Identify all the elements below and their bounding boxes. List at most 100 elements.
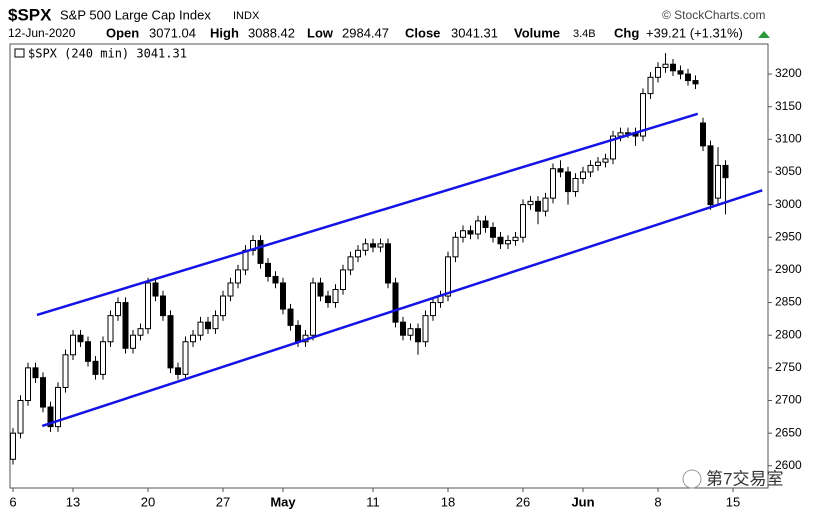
candle-body xyxy=(587,164,594,173)
x-tick-label: May xyxy=(270,494,296,509)
candle-body xyxy=(160,295,166,317)
candle-body xyxy=(62,354,69,388)
candle-body xyxy=(482,220,489,228)
x-tick-label: 11 xyxy=(366,494,380,509)
candle-body xyxy=(32,367,39,379)
candle-body xyxy=(647,76,654,95)
x-tick-label: 20 xyxy=(141,494,155,509)
candle-body xyxy=(617,132,624,137)
candle-body xyxy=(512,236,519,242)
candle-body xyxy=(190,334,196,343)
low-label: Low xyxy=(307,25,334,40)
chg: +39.21 (+1.31%) xyxy=(646,25,743,40)
x-tick-label: 13 xyxy=(66,494,80,509)
y-tick-label: 2950 xyxy=(775,229,802,243)
y-tick-label: 3100 xyxy=(775,132,802,146)
candle-body xyxy=(535,200,541,212)
candle-body xyxy=(452,236,459,258)
candle-body xyxy=(550,168,556,199)
candle-body xyxy=(557,168,564,173)
candle-body xyxy=(182,341,189,375)
candle-body xyxy=(265,262,271,277)
candle-body xyxy=(17,400,24,434)
candle-body xyxy=(407,328,414,336)
candle-body xyxy=(445,256,451,297)
candle-body xyxy=(122,302,129,349)
candle-body xyxy=(77,334,84,343)
candle-body xyxy=(520,204,526,238)
candle-body xyxy=(347,256,354,271)
candle-body xyxy=(670,63,676,72)
volume: 3.4B xyxy=(573,28,596,40)
candle-body xyxy=(235,269,241,284)
high: 3088.42 xyxy=(248,25,295,40)
candle-body xyxy=(692,80,699,85)
candle-body xyxy=(152,282,159,297)
candle-body xyxy=(205,321,211,330)
y-tick-label: 3200 xyxy=(775,66,802,80)
x-tick-label: 8 xyxy=(654,494,661,509)
date: 12-Jun-2020 xyxy=(8,26,76,40)
candle-body xyxy=(595,161,601,166)
candle-body xyxy=(580,171,586,180)
candle-body xyxy=(167,315,174,369)
legend: $SPX (240 min) 3041.31 xyxy=(28,47,187,61)
candle-body xyxy=(527,200,534,206)
candle-body xyxy=(40,377,46,408)
candle-body xyxy=(707,145,714,206)
candle-body xyxy=(280,282,286,310)
candle-body xyxy=(85,341,91,362)
index-name: S&P 500 Large Cap Index xyxy=(60,7,211,22)
candle-body xyxy=(685,73,691,82)
legend-swatch xyxy=(14,48,25,58)
wechat-icon xyxy=(682,469,702,489)
candle-body xyxy=(700,122,706,147)
close: 3041.31 xyxy=(451,25,498,40)
y-tick-label: 2750 xyxy=(775,360,802,374)
candle-body xyxy=(430,302,436,317)
volume-label: Volume xyxy=(514,25,560,40)
candle-body xyxy=(272,275,279,284)
chg-label: Chg xyxy=(614,25,639,40)
y-tick-label: 2850 xyxy=(775,295,802,309)
x-tick-label: 26 xyxy=(516,494,530,509)
high-label: High xyxy=(210,25,239,40)
candle-body xyxy=(100,341,106,375)
candle-body xyxy=(505,240,511,245)
candle-body xyxy=(362,243,369,251)
candle-body xyxy=(602,158,609,163)
candle-body xyxy=(370,243,376,248)
low: 2984.47 xyxy=(342,25,389,40)
candle-body xyxy=(115,302,121,317)
candle-body xyxy=(542,197,549,212)
candle-body xyxy=(475,220,481,235)
candle-body xyxy=(310,282,316,336)
y-tick-label: 2600 xyxy=(775,458,802,472)
trendline xyxy=(41,189,763,428)
candle-body xyxy=(497,236,504,245)
candle-body xyxy=(317,282,324,297)
candle-body xyxy=(47,406,54,428)
candle-body xyxy=(340,269,346,291)
candle-body xyxy=(175,367,181,375)
candle-body xyxy=(715,164,721,199)
trendline xyxy=(36,112,699,317)
candle-body xyxy=(227,282,234,297)
symbol: $SPX xyxy=(8,5,52,24)
open-label: Open xyxy=(106,25,139,40)
watermark: 第7交易室 xyxy=(706,469,783,488)
candle-body xyxy=(722,164,729,179)
candle-body xyxy=(220,295,226,317)
candle-body xyxy=(565,171,571,193)
candle-body xyxy=(400,321,406,336)
y-tick-label: 2700 xyxy=(775,393,802,407)
candle-body xyxy=(287,308,294,326)
candle-body xyxy=(107,315,114,343)
candle-body xyxy=(295,324,301,343)
candle-body xyxy=(10,432,16,460)
candle-body xyxy=(572,178,579,193)
candle-body xyxy=(422,315,429,343)
open: 3071.04 xyxy=(149,25,196,40)
candle-body xyxy=(655,67,661,78)
source: © StockCharts.com xyxy=(662,8,766,22)
